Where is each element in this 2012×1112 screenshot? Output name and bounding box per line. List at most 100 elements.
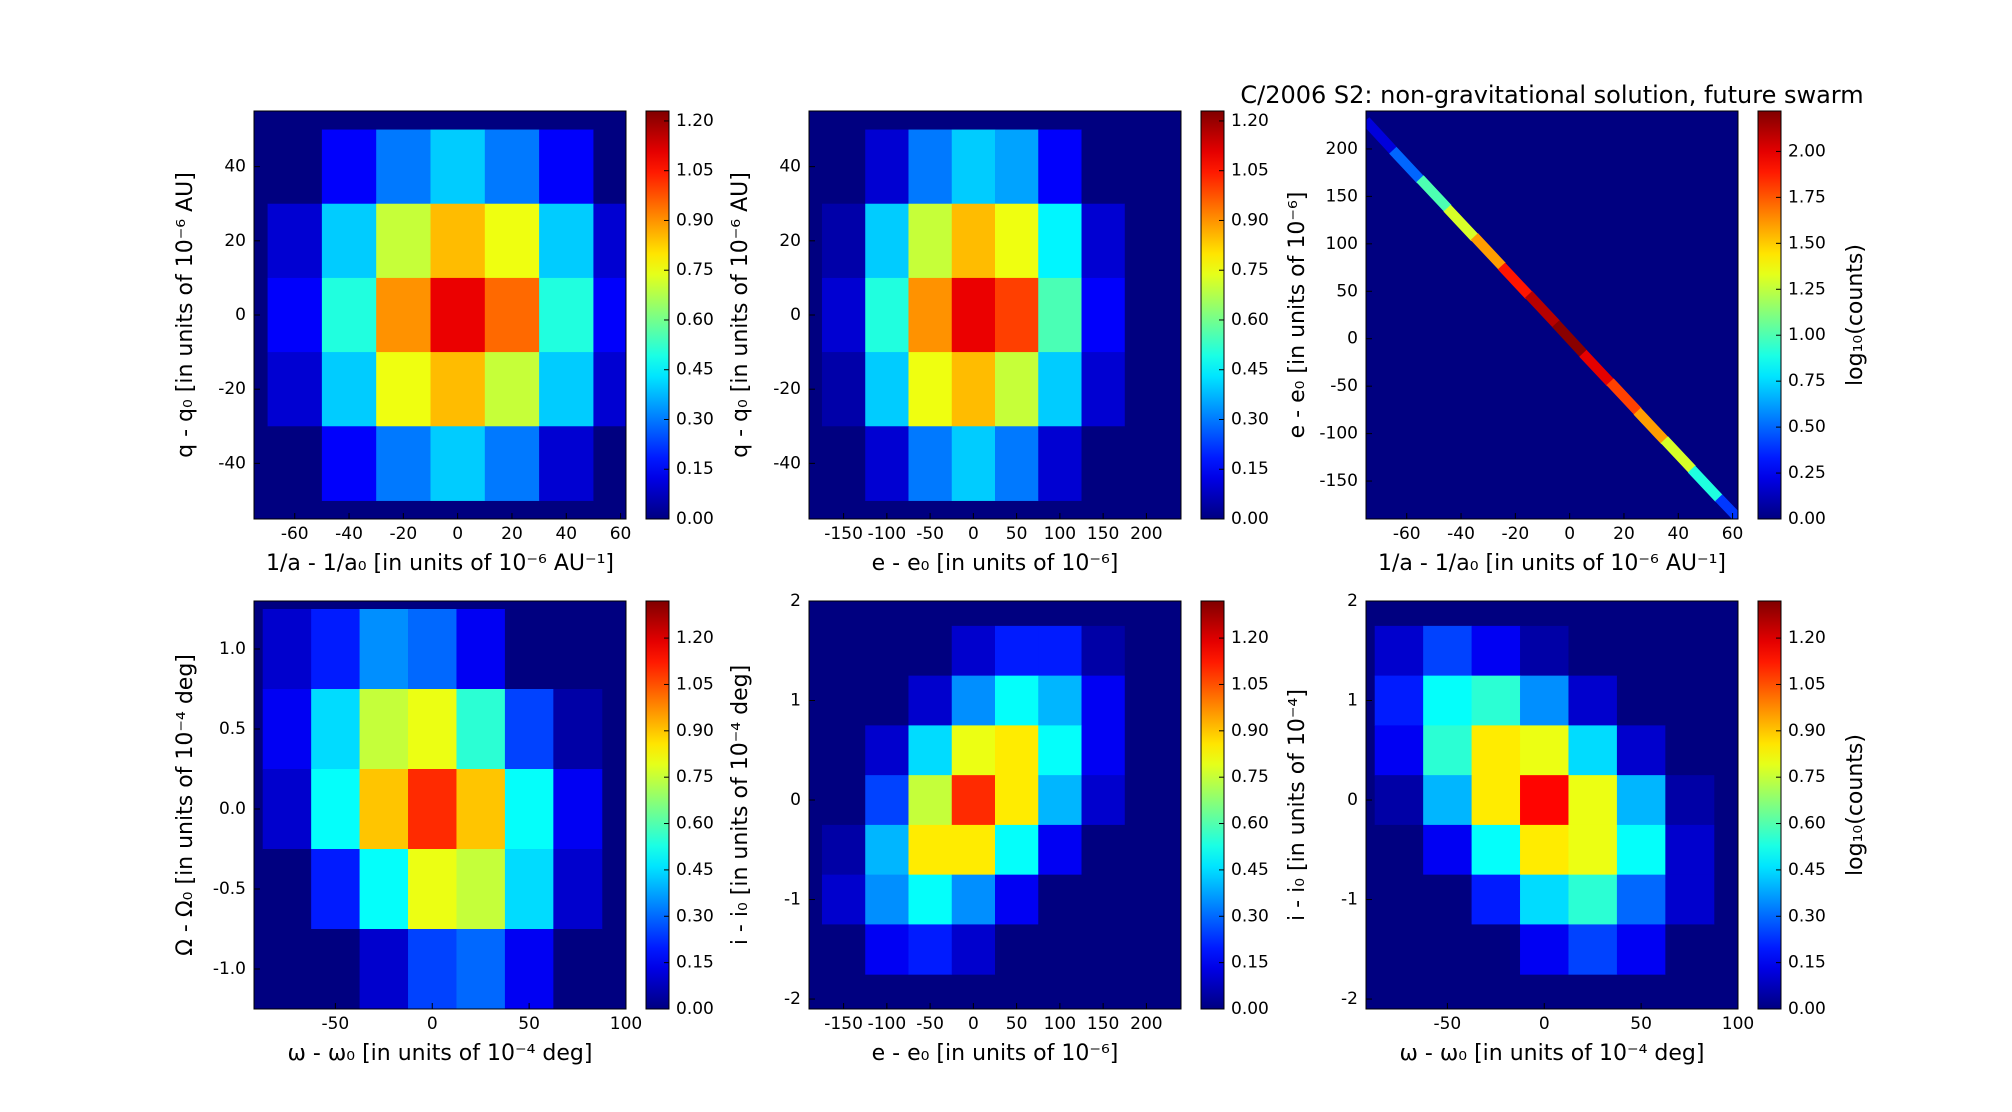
y-tick-label: 0 — [1347, 329, 1358, 349]
y-tick-label: 200 — [1326, 139, 1358, 159]
x-tick-label: 20 — [501, 524, 523, 544]
hexbin-cell — [359, 609, 409, 690]
x-tick-label: 0 — [968, 524, 979, 544]
colorbar-tick-label: 2.00 — [1788, 141, 1826, 161]
hexbin-cell — [1081, 725, 1126, 776]
x-tick-label: 60 — [610, 524, 632, 544]
colorbar-tick-label: 1.20 — [676, 111, 714, 131]
y-tick-label: 100 — [1326, 234, 1358, 254]
colorbar — [1200, 110, 1225, 520]
y-tick-label: -40 — [218, 453, 246, 473]
colorbar-tick-label: 0.15 — [676, 953, 714, 973]
hexbin-cell — [593, 129, 626, 205]
hexbin-cell — [1470, 233, 1506, 270]
hexbin-cell — [1520, 675, 1569, 726]
hexbin-cell — [484, 352, 540, 427]
hexbin-cell — [1038, 203, 1083, 279]
hexbin-cell — [504, 689, 554, 770]
hexbin-cell — [1665, 725, 1715, 776]
x-axis-label: 1/a - 1/a₀ [in units of 10⁻⁶ AU⁻¹] — [266, 551, 614, 576]
hexbin-cell — [1423, 725, 1473, 776]
hexbin-cell — [908, 725, 953, 776]
hexbin-cell — [553, 689, 603, 770]
x-tick-label: 40 — [1667, 524, 1689, 544]
colorbar-tick-label: 1.05 — [676, 674, 714, 694]
hexbin-cell — [1081, 426, 1126, 501]
hexbin-cell — [951, 203, 996, 279]
hexbin-cell — [376, 203, 431, 279]
hexbin-cell — [262, 689, 312, 770]
colorbar-tick-label: 1.20 — [676, 628, 714, 648]
hexbin-cell — [908, 824, 953, 876]
colorbar-tick-label: 0.00 — [676, 509, 714, 529]
x-tick-label: 100 — [1044, 524, 1076, 544]
y-tick-label: -20 — [218, 379, 246, 399]
plot-frame — [808, 600, 1182, 1010]
x-axis-label: 1/a - 1/a₀ [in units of 10⁻⁶ AU⁻¹] — [1378, 551, 1726, 576]
hexbin-cell — [1081, 675, 1126, 726]
colorbar-tick-label: 0.90 — [676, 721, 714, 741]
y-tick-label: -1.0 — [213, 959, 246, 979]
hexbin-cell — [311, 849, 361, 930]
hexbin-cell — [1687, 465, 1723, 503]
x-tick-label: -100 — [868, 1014, 907, 1034]
y-tick-label: -20 — [773, 379, 801, 399]
hexbin-cell — [908, 277, 953, 353]
hexbin-cell — [1038, 725, 1083, 776]
hexbin-cell — [1081, 625, 1126, 677]
y-axis-label: i - i₀ [in units of 10⁻⁴] — [1285, 689, 1310, 921]
colorbar-tick-label: 0.30 — [1231, 906, 1269, 926]
x-tick-label: 150 — [1087, 524, 1119, 544]
hexbin-cell — [1665, 675, 1715, 726]
colorbar-tick-label: 1.20 — [1231, 628, 1269, 648]
hexbin-cell — [1665, 824, 1715, 876]
y-tick-label: -0.5 — [213, 879, 246, 899]
hexbin-cell — [267, 129, 323, 205]
hexbin-cell — [1081, 924, 1126, 975]
hexbin-cell — [1374, 874, 1424, 925]
hexbin-cell — [1038, 129, 1083, 205]
hexbin-cell — [262, 609, 312, 690]
hexbin-cell — [1124, 352, 1169, 427]
colorbar-tick-label: 1.25 — [1788, 279, 1826, 299]
hexbin-cell — [1423, 824, 1473, 876]
hexbin-cell — [1038, 824, 1083, 876]
x-tick-label: 20 — [1613, 524, 1635, 544]
hexbin-cell — [1081, 352, 1126, 427]
hexbin-cell — [1471, 924, 1521, 975]
colorbar-tick-label: 0.15 — [1231, 459, 1269, 479]
y-tick-label: 20 — [224, 231, 246, 251]
x-tick-label: 0 — [1564, 524, 1575, 544]
y-axis-label: Ω - Ω₀ [in units of 10⁻⁴ deg] — [173, 654, 198, 956]
hexbin-cell — [1423, 775, 1473, 826]
hexbin-cell — [1124, 277, 1169, 353]
hexbin-cell — [456, 689, 506, 770]
hexbin-cell — [321, 426, 377, 501]
hexbin-cell — [908, 924, 953, 975]
hexbin-cell — [267, 203, 323, 279]
x-tick-label: -20 — [389, 524, 417, 544]
hexbin-cell — [321, 129, 377, 205]
hexbin-cell — [908, 874, 953, 925]
hexbin-cell — [1520, 725, 1569, 776]
colorbar-tick-label: 1.05 — [676, 161, 714, 181]
plot-area — [267, 129, 626, 501]
hexbin-cell — [1038, 625, 1083, 677]
hexbin-cell — [311, 769, 361, 850]
hexbin-cell — [821, 874, 866, 925]
hexbin-cell — [1616, 725, 1666, 776]
y-axis-label: e - e₀ [in units of 10⁻⁶] — [1285, 192, 1310, 439]
hexbin-cell — [821, 824, 866, 876]
hexbin-cell — [1389, 146, 1425, 184]
hexbin-cell — [1633, 407, 1669, 445]
hexbin-cell — [1471, 675, 1521, 726]
hexbin-cell — [539, 129, 594, 205]
hexbin-cell — [408, 929, 457, 1009]
hexbin-cell — [1124, 824, 1169, 876]
colorbar-tick-label: 0.25 — [1788, 463, 1826, 483]
y-tick-label: 2 — [1347, 591, 1358, 611]
hexbin-cell — [1038, 874, 1083, 925]
x-tick-label: -40 — [335, 524, 363, 544]
hexbin-cell — [865, 203, 909, 279]
hexbin-cell — [1665, 924, 1715, 975]
